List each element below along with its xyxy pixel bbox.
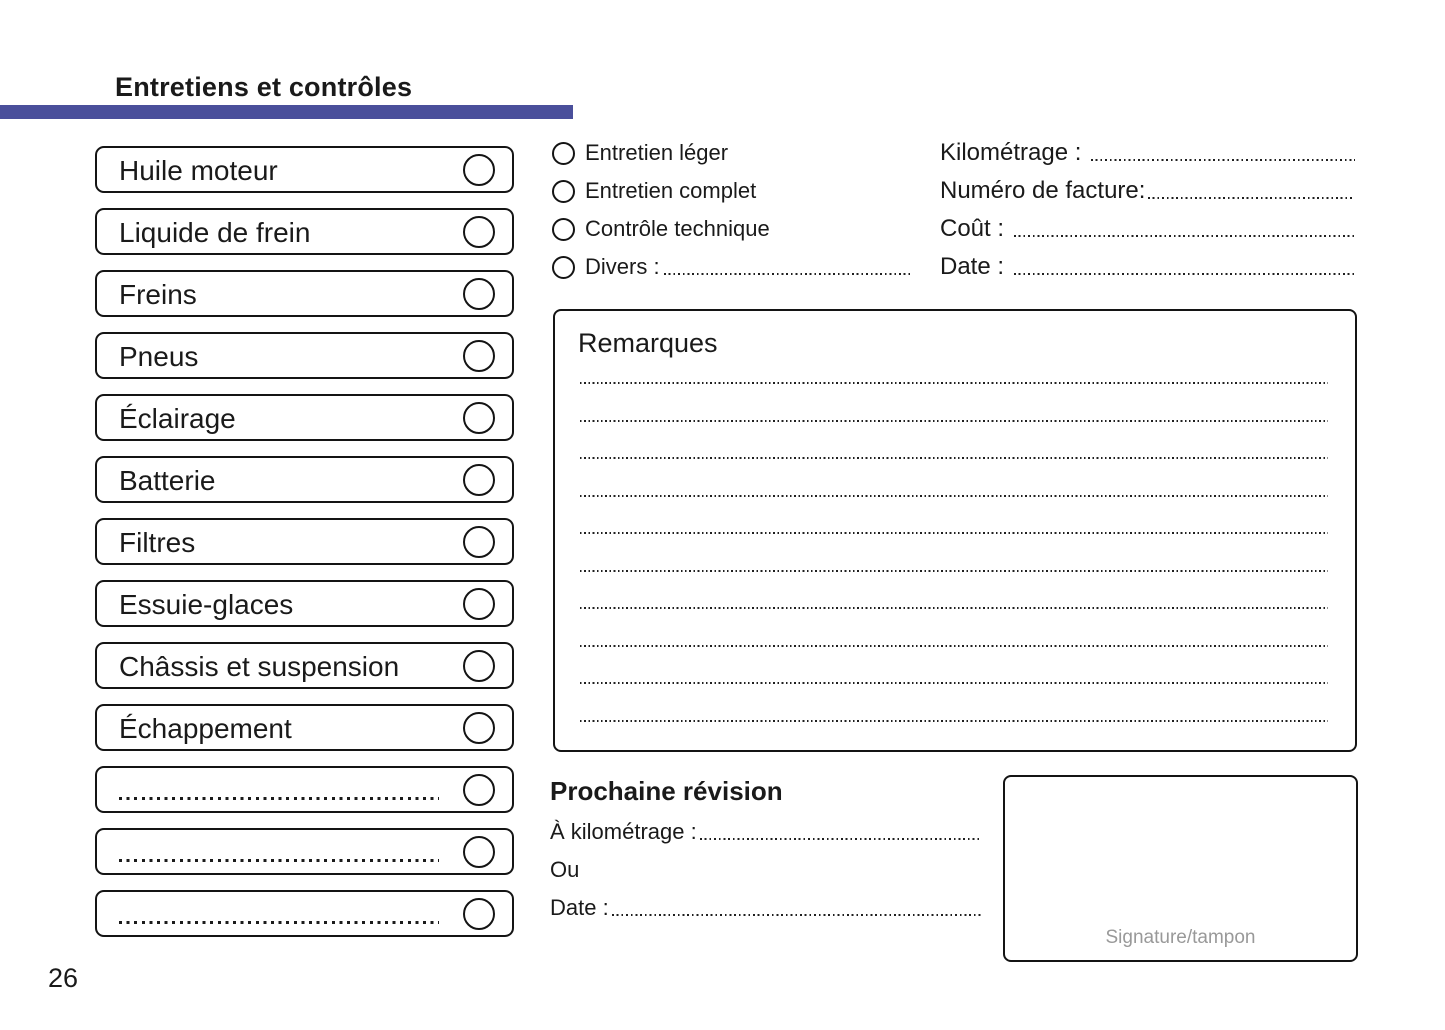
checkbox-circle[interactable] xyxy=(463,587,495,620)
fill-in-line[interactable] xyxy=(1148,197,1355,199)
checklist-item-label: Pneus xyxy=(119,340,199,372)
service-type-option: Entretien complet xyxy=(552,172,910,210)
checklist-item-label: Échappement xyxy=(119,712,292,744)
checkbox-circle[interactable] xyxy=(463,835,495,868)
checklist-item: Filtres xyxy=(95,518,514,565)
service-type-label: Entretien complet xyxy=(585,178,757,203)
record-field-label: Kilométrage : xyxy=(940,139,1089,166)
service-type-option: Divers : xyxy=(552,248,910,286)
record-field-label: Date : xyxy=(940,253,1011,280)
next-service-or-row: Ou xyxy=(550,851,982,889)
radio-circle[interactable] xyxy=(552,217,575,241)
checklist-item-blank xyxy=(95,766,514,813)
fill-in-line[interactable] xyxy=(1013,235,1355,237)
remarks-write-line[interactable] xyxy=(580,382,1328,384)
checklist-item: Éclairage xyxy=(95,394,514,441)
fill-in-dots[interactable] xyxy=(119,797,439,800)
checklist-item: Batterie xyxy=(95,456,514,503)
checklist-item: Échappement xyxy=(95,704,514,751)
remarks-write-line[interactable] xyxy=(580,494,1328,497)
remarks-write-line[interactable] xyxy=(580,682,1328,684)
next-service-km-field: À kilométrage : xyxy=(550,813,982,851)
checklist-item-label: Liquide de frein xyxy=(119,216,311,248)
service-type-label: Contrôle technique xyxy=(585,216,770,241)
checkbox-circle[interactable] xyxy=(463,339,495,372)
checkbox-circle[interactable] xyxy=(463,277,495,310)
remarks-write-line[interactable] xyxy=(580,719,1328,722)
record-fields: Kilométrage : Numéro de facture: Coût : … xyxy=(940,134,1355,286)
remarks-write-line[interactable] xyxy=(580,457,1328,459)
checklist-item: Pneus xyxy=(95,332,514,379)
fill-in-line[interactable] xyxy=(699,837,982,840)
page-number: 26 xyxy=(48,963,79,993)
checklist-item-blank xyxy=(95,890,514,937)
checkbox-circle[interactable] xyxy=(463,153,495,186)
radio-circle[interactable] xyxy=(552,255,575,279)
service-type-list: Entretien léger Entretien complet Contrô… xyxy=(552,134,910,286)
remarks-write-line[interactable] xyxy=(580,532,1328,534)
checkbox-circle[interactable] xyxy=(463,711,495,744)
checklist-item-label: Filtres xyxy=(119,526,196,558)
checklist-item-label: Huile moteur xyxy=(119,154,278,186)
record-field-label: Numéro de facture: xyxy=(940,177,1146,204)
checkbox-circle[interactable] xyxy=(463,773,495,806)
checklist-item-label: Essuie-glaces xyxy=(119,588,294,620)
fill-in-dots[interactable] xyxy=(119,859,439,862)
page-title: Entretiens et contrôles xyxy=(115,72,413,102)
record-field: Kilométrage : xyxy=(940,134,1355,172)
fill-in-dots[interactable] xyxy=(119,921,439,924)
fill-in-line[interactable] xyxy=(1013,273,1355,275)
next-service-date-label: Date : xyxy=(550,894,609,920)
accent-bar xyxy=(0,105,573,119)
checkbox-circle[interactable] xyxy=(463,463,495,496)
remarks-write-line[interactable] xyxy=(580,607,1328,609)
checkbox-circle[interactable] xyxy=(463,897,495,930)
checkbox-circle[interactable] xyxy=(463,649,495,682)
radio-circle[interactable] xyxy=(552,179,575,203)
next-service-date-field: Date : xyxy=(550,889,982,927)
checklist-item-label: Éclairage xyxy=(119,402,236,434)
remarks-write-line[interactable] xyxy=(580,419,1328,422)
fill-in-line[interactable] xyxy=(1091,159,1355,161)
checklist-item-label: Batterie xyxy=(119,464,216,496)
record-field: Numéro de facture: xyxy=(940,172,1355,210)
checklist-item: Châssis et suspension xyxy=(95,642,514,689)
checklist-item: Essuie-glaces xyxy=(95,580,514,627)
signature-box[interactable]: Signature/tampon xyxy=(1003,775,1358,962)
remarks-box: Remarques xyxy=(553,309,1357,752)
next-service-km-label: À kilométrage : xyxy=(550,818,697,844)
service-type-option: Entretien léger xyxy=(552,134,910,172)
remarks-write-line[interactable] xyxy=(580,644,1328,647)
checkbox-circle[interactable] xyxy=(463,401,495,434)
service-type-option: Contrôle technique xyxy=(552,210,910,248)
checklist-item-blank xyxy=(95,828,514,875)
fill-in-line[interactable] xyxy=(663,273,910,275)
next-service-or-label: Ou xyxy=(550,856,580,882)
checklist: Huile moteur Liquide de frein Freins Pne… xyxy=(95,146,514,952)
next-service-title: Prochaine révision xyxy=(550,776,783,806)
checklist-item: Freins xyxy=(95,270,514,317)
checklist-item: Liquide de frein xyxy=(95,208,514,255)
service-type-label: Entretien léger xyxy=(585,140,729,165)
checkbox-circle[interactable] xyxy=(463,525,495,558)
radio-circle[interactable] xyxy=(552,141,575,165)
checklist-item-label: Freins xyxy=(119,278,197,310)
record-field: Date : xyxy=(940,248,1355,286)
next-service-section: Prochaine révision À kilométrage : Ou Da… xyxy=(550,777,982,927)
remarks-write-line[interactable] xyxy=(580,569,1328,572)
remarks-title: Remarques xyxy=(578,328,718,358)
checklist-item-label: Châssis et suspension xyxy=(119,650,400,682)
signature-label: Signature/tampon xyxy=(1105,927,1256,948)
fill-in-line[interactable] xyxy=(611,913,982,916)
record-field: Coût : xyxy=(940,210,1355,248)
service-type-label: Divers : xyxy=(585,254,660,279)
remarks-lines xyxy=(580,382,1328,757)
checklist-item: Huile moteur xyxy=(95,146,514,193)
record-field-label: Coût : xyxy=(940,215,1011,242)
checkbox-circle[interactable] xyxy=(463,215,495,248)
